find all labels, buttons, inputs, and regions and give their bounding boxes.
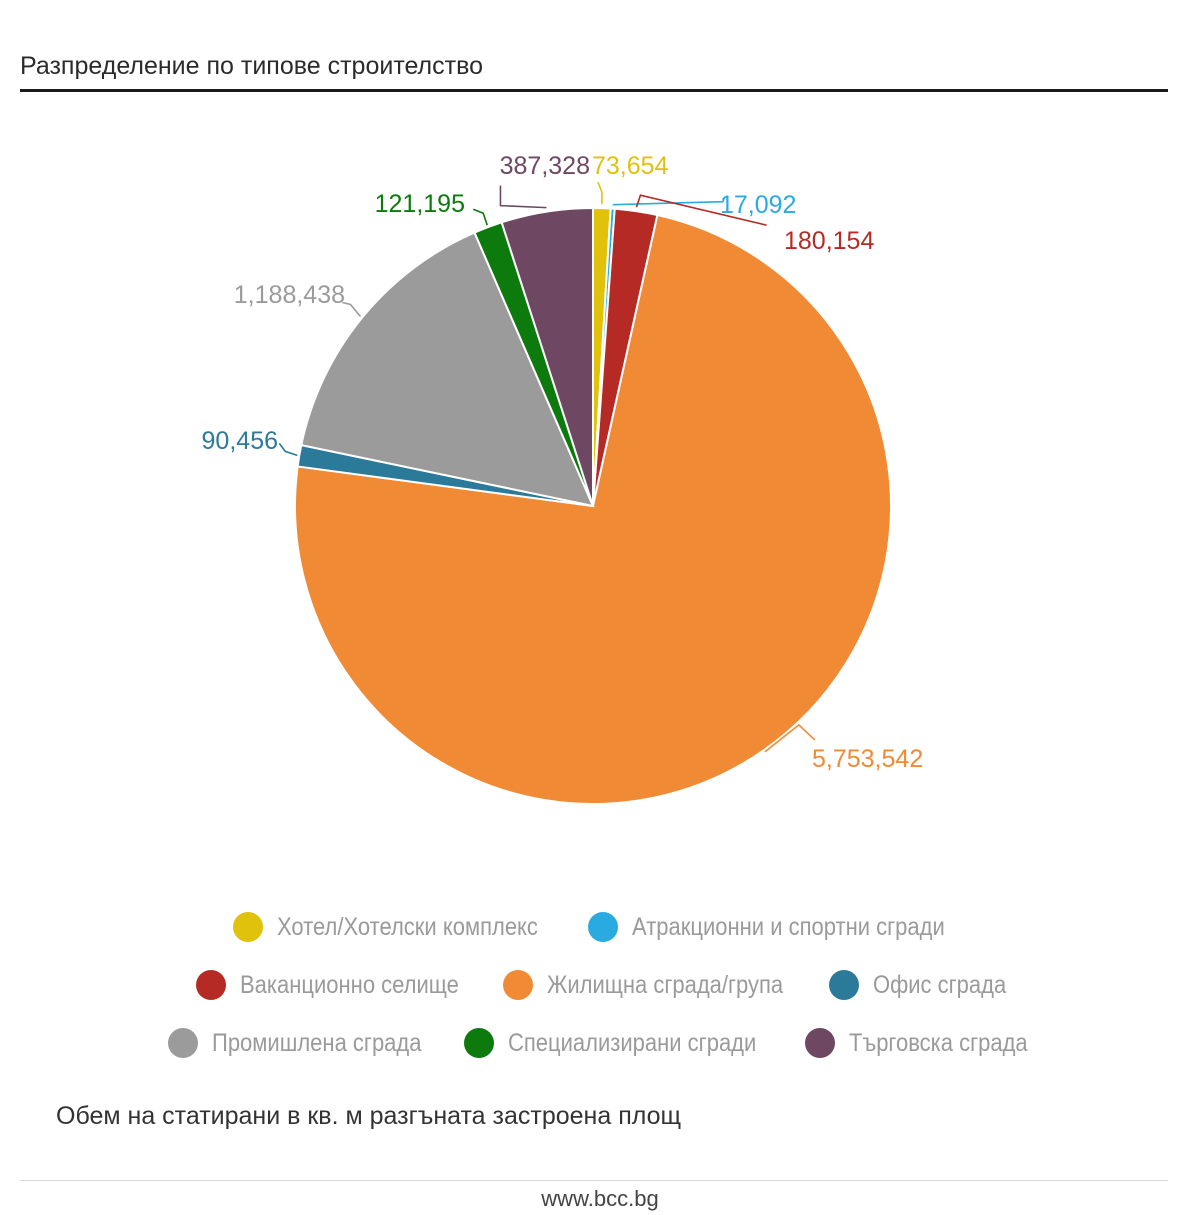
label-connector: [472, 208, 489, 226]
chart-subtitle: Обем на статирани в кв. м разгъната заст…: [56, 1102, 682, 1130]
legend-item-hotel[interactable]: Хотел/Хотелски комплекс: [233, 912, 554, 942]
legend-label: Жилищна сграда/група: [546, 970, 783, 999]
legend-row: Хотел/Хотелски комплекс Атракционни и сп…: [0, 898, 1200, 956]
data-label: 387,328: [500, 152, 590, 180]
legend-label: Ваканционно селище: [239, 970, 459, 999]
legend-label: Офис сграда: [872, 970, 1007, 999]
legend-swatch-icon: [587, 912, 618, 942]
legend-swatch-icon: [828, 970, 859, 1000]
legend-swatch-icon: [502, 970, 533, 1000]
title-divider: [20, 89, 1168, 92]
label-connector: [597, 181, 603, 205]
legend-item-residential[interactable]: Жилищна сграда/група: [502, 970, 795, 1000]
legend-item-sports[interactable]: Атракционни и спортни сгради: [587, 912, 967, 942]
chart-title: Разпределение по типове строителство: [20, 52, 484, 80]
label-connector: [764, 723, 816, 753]
pie-slice[interactable]: [294, 213, 892, 805]
legend-swatch-icon: [168, 1028, 199, 1058]
legend-swatch-icon: [464, 1028, 495, 1058]
data-label: 121,195: [375, 190, 465, 218]
data-label: 90,456: [202, 427, 278, 455]
legend-swatch-icon: [233, 912, 264, 942]
label-connector: [499, 185, 547, 209]
legend-item-commercial[interactable]: Търговска сграда: [804, 1028, 1032, 1058]
footer-divider: [20, 1180, 1168, 1181]
data-label: 180,154: [784, 227, 874, 255]
legend-label: Атракционни и спортни сгради: [631, 912, 945, 941]
data-label: 1,188,438: [234, 281, 345, 309]
legend-item-specialized[interactable]: Специализирани сгради: [464, 1028, 770, 1058]
legend-label: Търговска сграда: [848, 1028, 1028, 1057]
pie-slice[interactable]: [300, 231, 595, 508]
source-link[interactable]: www.bcc.bg: [541, 1186, 659, 1211]
legend-label: Хотел/Хотелски комплекс: [277, 912, 538, 941]
pie-chart: 73,654 17,092 180,154 5,753,542 90,456 1,188,…: [202, 152, 923, 805]
data-label: 73,654: [592, 152, 669, 180]
label-connector: [278, 442, 298, 457]
label-connector: [612, 196, 726, 206]
data-label: 5,753,542: [812, 745, 923, 773]
legend-label: Промишлена сграда: [212, 1028, 422, 1057]
pie-slice[interactable]: [500, 206, 594, 507]
legend-row: Ваканционно селище Жилищна сграда/група …: [0, 956, 1200, 1014]
legend-label: Специализирани сгради: [508, 1028, 757, 1057]
data-label: 17,092: [720, 191, 796, 219]
legend-item-office[interactable]: Офис сграда: [828, 970, 1007, 1000]
legend-swatch-icon: [195, 970, 226, 1000]
legend-item-industrial[interactable]: Промишлена сграда: [168, 1028, 430, 1058]
label-connector: [635, 194, 767, 226]
legend-row: Промишлена сграда Специализирани сгради …: [0, 1014, 1200, 1072]
label-connector: [342, 301, 362, 317]
legend-swatch-icon: [804, 1028, 835, 1058]
legend-item-vacation[interactable]: Ваканционно селище: [195, 970, 469, 1000]
chart-legend: Хотел/Хотелски комплекс Атракционни и сп…: [0, 898, 1200, 1072]
